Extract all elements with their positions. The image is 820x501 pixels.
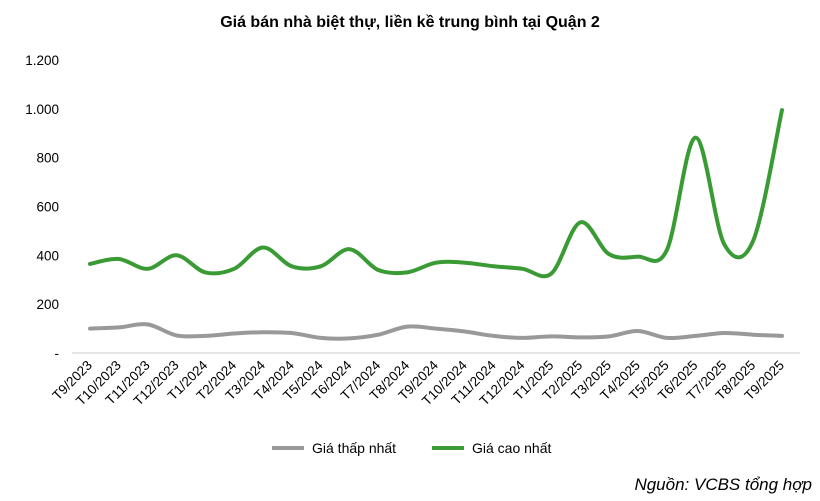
- y-tick-label: 600: [36, 200, 59, 215]
- chart-title: Giá bán nhà biệt thự, liền kề trung bình…: [220, 14, 600, 31]
- y-tick-label: -: [55, 346, 60, 361]
- legend-label: Giá cao nhất: [472, 440, 551, 456]
- y-tick-label: 800: [36, 151, 59, 166]
- legend: Giá thấp nhất Giá cao nhất: [272, 440, 551, 456]
- series-line-lowest-price: [88, 322, 784, 341]
- series-line-highest-price: [88, 108, 784, 279]
- legend-label: Giá thấp nhất: [312, 440, 396, 456]
- y-tick-label: 200: [36, 297, 59, 312]
- y-axis: - 200 400 600 800 1.000 1.200: [25, 53, 59, 361]
- y-tick-label: 1.000: [25, 102, 59, 117]
- y-tick-label: 1.200: [25, 53, 59, 68]
- source-note: Nguồn: VCBS tổng hợp: [634, 475, 812, 494]
- series-lines: [88, 108, 784, 341]
- x-axis: T9/2023T10/2023T11/2023T12/2023T1/2024T2…: [49, 357, 787, 408]
- y-tick-label: 400: [36, 248, 59, 263]
